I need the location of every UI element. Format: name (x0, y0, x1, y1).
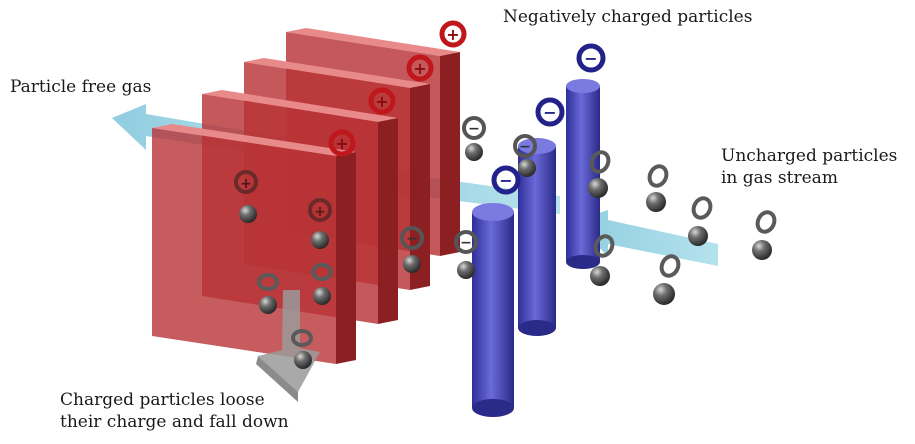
svg-text:+: + (413, 59, 426, 78)
positive-charge-icon: + (439, 20, 467, 48)
discharge-electrode-back (566, 79, 600, 269)
gas-flow-arrow-inlet (572, 210, 718, 266)
fall-label-line2: their charge and fall down (60, 412, 289, 432)
uncharged-label-line2: in gas stream (721, 168, 838, 188)
positive-charge-icon: + (234, 170, 258, 194)
negative-charge-icon: − (454, 230, 478, 254)
svg-text:−: − (406, 231, 418, 247)
svg-text:−: − (543, 103, 556, 122)
uncharged-particles-label: Uncharged particles in gas stream (721, 145, 897, 189)
svg-text:−: − (460, 235, 472, 251)
particle-free-gas-label: Particle free gas (10, 77, 152, 97)
positive-charge-icon: + (406, 54, 434, 82)
svg-text:−: − (584, 49, 597, 68)
negatively-charged-label: Negatively charged particles (503, 7, 753, 27)
svg-text:+: + (446, 25, 459, 44)
fall-down-label: Charged particles loose their charge and… (60, 389, 289, 433)
fall-label-line1: Charged particles loose (60, 390, 265, 410)
negative-charge-icon: − (462, 116, 486, 140)
discharge-electrode-middle (518, 138, 556, 336)
particle-group (239, 143, 772, 369)
negative-charge-icon: − (576, 43, 606, 73)
positive-charge-icon: + (368, 87, 396, 115)
svg-text:−: − (499, 171, 512, 190)
svg-text:+: + (240, 176, 252, 192)
negative-charge-icon: − (491, 165, 521, 195)
svg-text:+: + (314, 204, 326, 220)
negative-charge-icon: − (400, 226, 424, 250)
svg-text:−: − (468, 121, 480, 137)
uncharged-ring-icon (257, 150, 777, 347)
svg-text:+: + (375, 92, 388, 111)
positive-charge-icon: + (308, 198, 332, 222)
discharge-electrode-front (472, 203, 514, 417)
positive-charge-icon: + (328, 129, 356, 157)
negative-charge-icon: − (513, 134, 537, 158)
uncharged-label-line1: Uncharged particles (721, 146, 898, 166)
svg-text:−: − (519, 139, 531, 155)
svg-text:+: + (335, 134, 348, 153)
negative-charge-icon: − (535, 97, 565, 127)
